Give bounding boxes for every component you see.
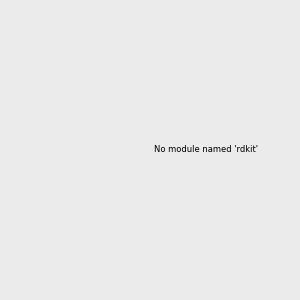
Text: No module named 'rdkit': No module named 'rdkit' xyxy=(154,145,258,154)
